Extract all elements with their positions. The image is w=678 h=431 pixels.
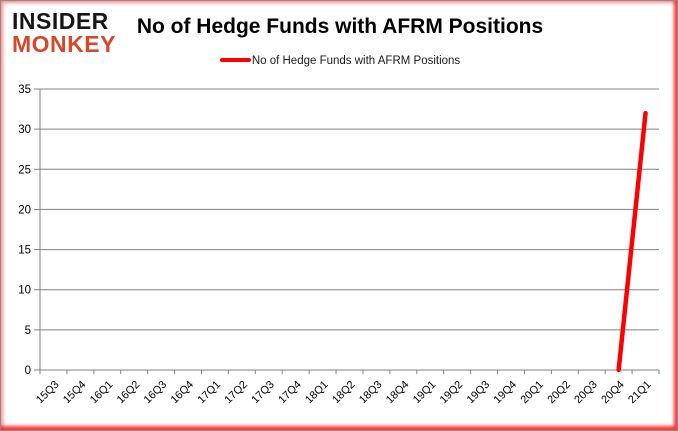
- x-tick-label: 18Q1: [303, 379, 331, 407]
- x-tick-label: 20Q4: [599, 379, 627, 407]
- logo-line-insider: INSIDER: [12, 8, 109, 34]
- x-tick-label: 20Q1: [518, 379, 546, 407]
- x-tick-label: 17Q4: [276, 379, 304, 407]
- y-tick-label: 25: [18, 164, 31, 176]
- y-tick-label: 0: [25, 365, 31, 377]
- y-tick-label: 20: [18, 204, 31, 216]
- y-tick-label: 15: [18, 245, 31, 257]
- x-tick-label: 20Q3: [572, 379, 600, 407]
- x-tick-label: 16Q1: [88, 379, 116, 407]
- x-tick-label: 18Q4: [384, 379, 412, 407]
- series-line-afrm: [616, 110, 648, 373]
- legend-label: No of Hedge Funds with AFRM Positions: [251, 55, 461, 67]
- y-tick-label: 5: [25, 325, 31, 337]
- x-tick-label: 16Q2: [115, 379, 143, 407]
- y-tick-label: 30: [18, 124, 31, 136]
- chart-legend: No of Hedge Funds with AFRM Positions: [1, 55, 677, 67]
- insider-monkey-logo: INSIDER MONKEY: [12, 10, 116, 56]
- x-tick-label: 17Q3: [249, 379, 277, 407]
- x-tick-label: 18Q2: [330, 379, 358, 407]
- logo-line-monkey: MONKEY: [12, 31, 116, 57]
- x-tick-label: 17Q1: [196, 379, 224, 407]
- y-tick-label: 10: [18, 285, 31, 297]
- x-tick-label: 20Q2: [545, 379, 573, 407]
- x-tick-label: 15Q4: [61, 379, 89, 407]
- x-tick-label: 16Q3: [142, 379, 170, 407]
- x-tick-label: 19Q4: [492, 379, 520, 407]
- x-tick-label: 17Q2: [222, 379, 250, 407]
- x-tick-label: 19Q3: [465, 379, 493, 407]
- y-tick-label: 35: [18, 84, 31, 96]
- x-tick-label: 21Q1: [626, 379, 654, 407]
- x-tick-label: 19Q2: [438, 379, 466, 407]
- x-tick-label: 16Q4: [169, 379, 197, 407]
- x-tick-label: 19Q1: [411, 379, 439, 407]
- legend-line-marker: [219, 57, 251, 62]
- chart-title: No of Hedge Funds with AFRM Positions: [136, 15, 544, 38]
- x-tick-label: 18Q3: [357, 379, 385, 407]
- x-tick-label: 15Q3: [34, 379, 62, 407]
